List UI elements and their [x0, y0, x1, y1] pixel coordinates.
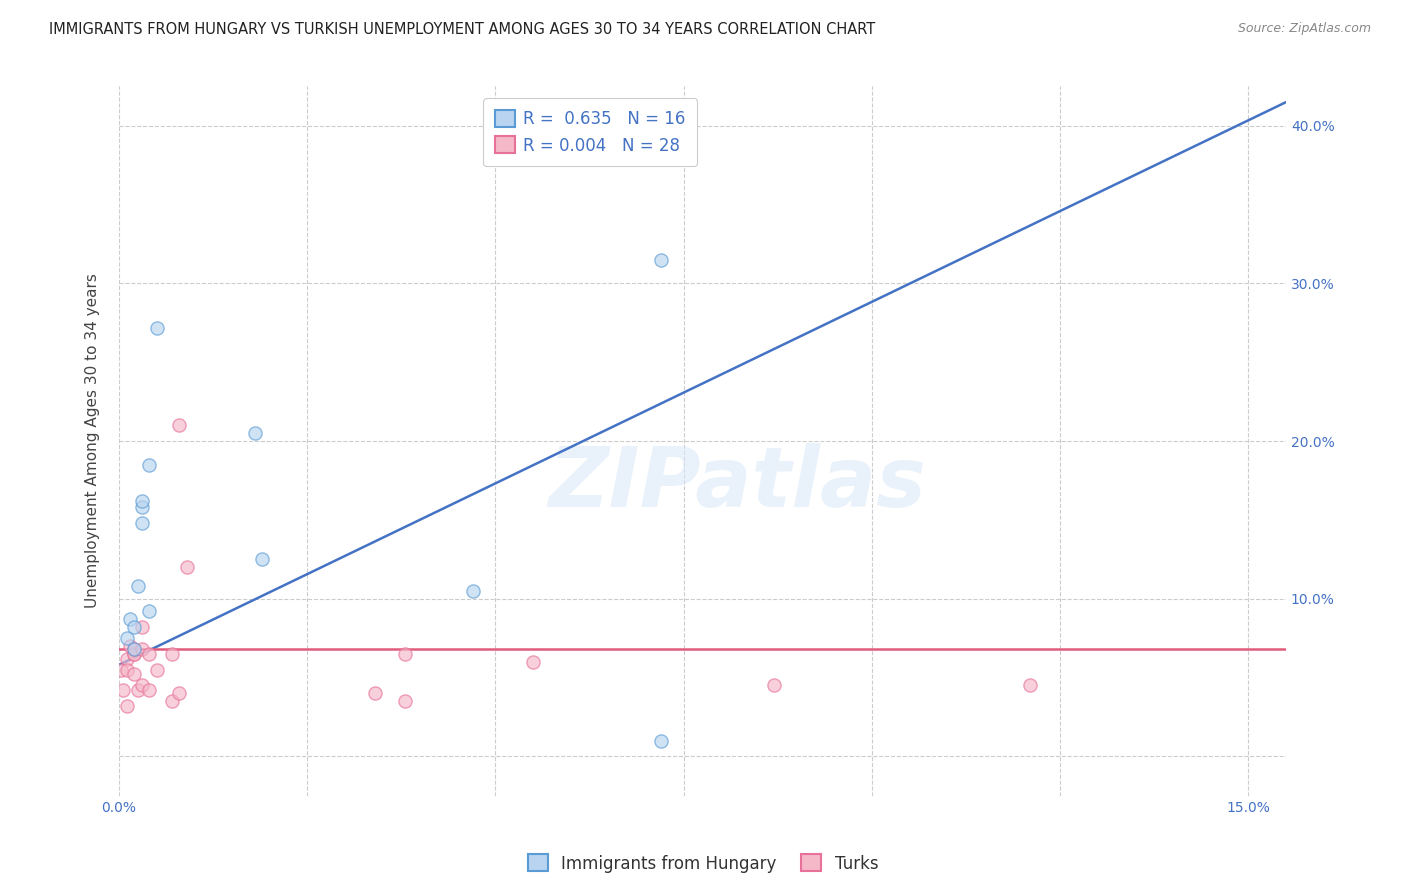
Point — [122, 647, 145, 661]
Legend: R =  0.635   N = 16, R = 0.004   N = 28: R = 0.635 N = 16, R = 0.004 N = 28 — [484, 98, 697, 166]
Point — [131, 516, 153, 530]
Point — [122, 642, 145, 657]
Point — [461, 583, 484, 598]
Legend: Immigrants from Hungary, Turks: Immigrants from Hungary, Turks — [522, 847, 884, 880]
Point — [120, 639, 142, 653]
Point — [145, 320, 167, 334]
Point — [127, 683, 149, 698]
Point — [122, 647, 145, 661]
Text: IMMIGRANTS FROM HUNGARY VS TURKISH UNEMPLOYMENT AMONG AGES 30 TO 34 YEARS CORREL: IMMIGRANTS FROM HUNGARY VS TURKISH UNEMP… — [49, 22, 876, 37]
Point — [131, 494, 153, 508]
Point — [160, 694, 183, 708]
Point — [120, 612, 142, 626]
Point — [127, 579, 149, 593]
Point — [131, 678, 153, 692]
Point — [169, 418, 191, 433]
Point — [122, 620, 145, 634]
Point — [131, 500, 153, 515]
Point — [650, 733, 672, 747]
Point — [111, 683, 134, 698]
Point — [131, 642, 153, 657]
Point — [169, 686, 191, 700]
Point — [138, 683, 160, 698]
Text: Source: ZipAtlas.com: Source: ZipAtlas.com — [1237, 22, 1371, 36]
Point — [763, 678, 786, 692]
Point — [145, 663, 167, 677]
Point — [122, 667, 145, 681]
Point — [394, 694, 416, 708]
Point — [394, 647, 416, 661]
Text: ZIPatlas: ZIPatlas — [548, 443, 927, 524]
Point — [115, 631, 138, 645]
Point — [110, 663, 132, 677]
Point — [131, 620, 153, 634]
Point — [160, 647, 183, 661]
Y-axis label: Unemployment Among Ages 30 to 34 years: Unemployment Among Ages 30 to 34 years — [86, 274, 100, 608]
Point — [138, 647, 160, 661]
Point — [138, 604, 160, 618]
Point — [176, 560, 198, 574]
Point — [115, 663, 138, 677]
Point — [115, 698, 138, 713]
Point — [250, 552, 273, 566]
Point — [138, 458, 160, 472]
Point — [115, 651, 138, 665]
Point — [650, 252, 672, 267]
Point — [122, 642, 145, 657]
Point — [243, 426, 266, 441]
Point — [522, 655, 544, 669]
Point — [1019, 678, 1042, 692]
Point — [364, 686, 387, 700]
